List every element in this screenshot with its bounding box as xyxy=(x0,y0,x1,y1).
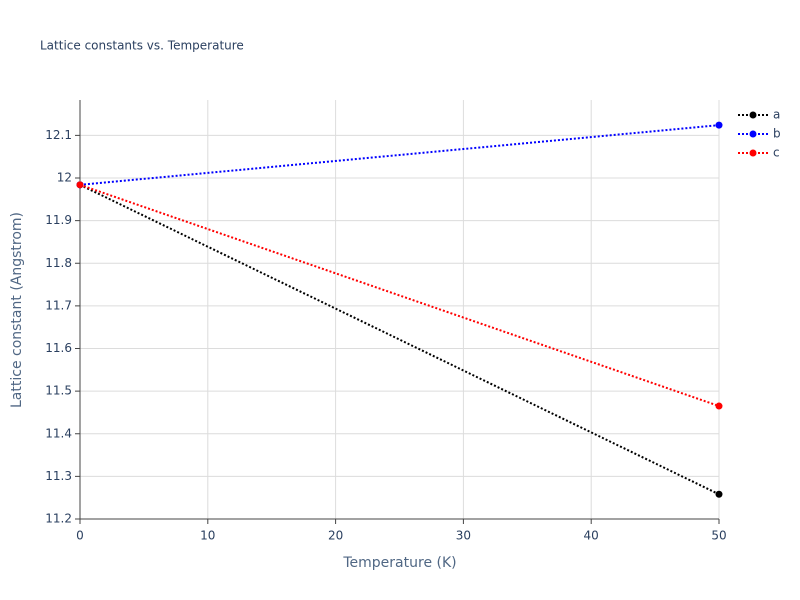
series-line xyxy=(79,183,720,407)
y-tick-label: 11.7 xyxy=(45,298,72,312)
x-tick-label: 30 xyxy=(456,529,471,543)
legend-label: c xyxy=(773,146,780,160)
x-tick-label: 50 xyxy=(711,529,726,543)
series-line xyxy=(79,124,720,186)
y-tick-label: 11.6 xyxy=(45,341,72,355)
point xyxy=(715,402,723,410)
y-tick-label: 11.3 xyxy=(45,469,72,483)
y-tick-label: 12.1 xyxy=(45,128,72,142)
y-tick-label: 11.9 xyxy=(45,213,72,227)
point xyxy=(715,121,723,129)
y-tick-label: 11.2 xyxy=(45,512,72,526)
y-axis-title: Lattice constant (Angstrom) xyxy=(9,212,25,408)
y-tick-label: 11.5 xyxy=(45,384,72,398)
legend-label: b xyxy=(773,127,781,141)
point xyxy=(76,181,84,189)
chart-title: Lattice constants vs. Temperature xyxy=(40,39,244,53)
y-tick-label: 11.4 xyxy=(45,426,72,440)
x-axis-title: Temperature (K) xyxy=(342,555,456,571)
y-tick-label: 11.8 xyxy=(45,256,72,270)
legend-marker xyxy=(749,111,757,119)
y-tick-label: 12 xyxy=(57,171,72,185)
point xyxy=(715,490,723,498)
x-tick-label: 10 xyxy=(200,529,215,543)
legend-label: a xyxy=(773,108,780,122)
x-tick-label: 0 xyxy=(76,529,84,543)
x-tick-label: 40 xyxy=(584,529,599,543)
x-tick-label: 20 xyxy=(328,529,343,543)
legend-marker xyxy=(749,130,757,138)
legend-marker xyxy=(749,149,757,157)
